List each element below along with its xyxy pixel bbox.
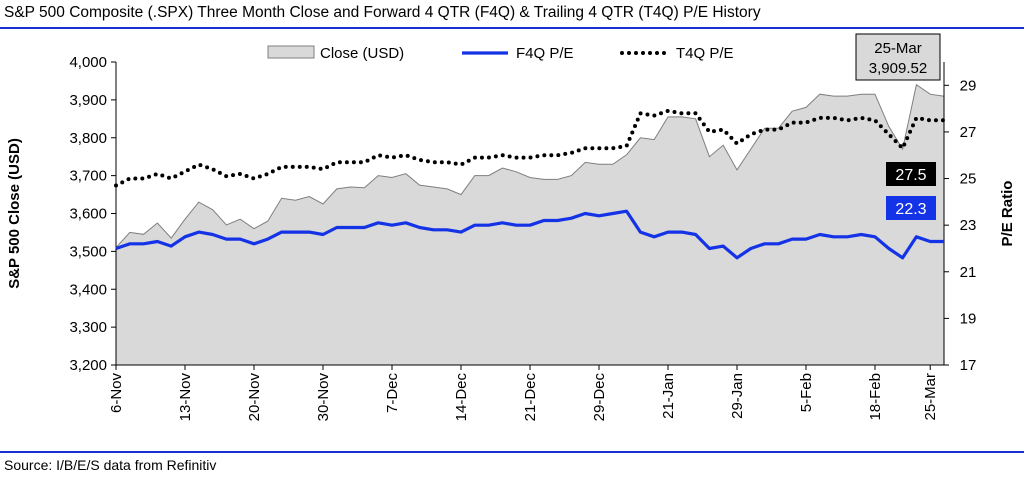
- legend-f4q-label: F4Q P/E: [516, 45, 574, 62]
- t4q-last-badge: [886, 162, 936, 186]
- y-tick-label: 3,300: [69, 319, 107, 336]
- y2-tick-label: 17: [960, 357, 977, 374]
- y2-tick-label: 27: [960, 124, 977, 141]
- f4q-last-label: 22.3: [895, 201, 926, 218]
- y-tick-label: 4,000: [69, 54, 107, 71]
- x-tick-label: 29-Dec: [591, 373, 608, 422]
- y-tick-label: 3,200: [69, 357, 107, 374]
- y2-tick-label: 29: [960, 77, 977, 94]
- y-tick-label: 3,900: [69, 92, 107, 109]
- x-tick-label: 29-Jan: [729, 373, 746, 419]
- close-callout-date: 25-Mar: [874, 40, 922, 57]
- legend-close-swatch: [267, 45, 315, 59]
- legend-close-label: Close (USD): [320, 45, 404, 62]
- x-tick-label: 25-Mar: [922, 373, 939, 421]
- y2-axis-title: P/E Ratio: [999, 181, 1016, 247]
- x-tick-label: 7-Dec: [384, 373, 401, 414]
- x-tick-label: 14-Dec: [453, 373, 470, 422]
- pe-lines-layer: [114, 108, 946, 260]
- x-tick-label: 13-Nov: [177, 373, 194, 422]
- axes-layer: 3,200 3,300 3,400 3,500 3,600 3,700 3,800 3,900…: [6, 54, 1016, 421]
- legend: Close (USD) F4Q P/E T4Q P/E: [267, 45, 734, 62]
- x-tick-label: 18-Feb: [867, 373, 884, 421]
- annotations: 25-Mar 3,909.52 27.5 22.3: [855, 33, 941, 220]
- y-tick-label: 3,600: [69, 206, 107, 223]
- x-tick-label: 21-Dec: [522, 373, 539, 422]
- top-rule: [0, 27, 1024, 29]
- y-tick-label: 3,400: [69, 281, 107, 298]
- y2-tick-label: 19: [960, 310, 977, 327]
- y2-tick-label: 23: [960, 217, 977, 234]
- y-axis-title: S&P 500 Close (USD): [6, 138, 23, 289]
- y2-tick-label: 21: [960, 264, 977, 281]
- x-tick-label: 5-Feb: [798, 373, 815, 412]
- f4q-last-badge: [886, 196, 936, 220]
- x-tick-label: 30-Nov: [315, 373, 332, 422]
- legend-t4q-label: T4Q P/E: [676, 45, 734, 62]
- y-tick-label: 3,800: [69, 130, 107, 147]
- y2-tick-label: 25: [960, 171, 977, 188]
- close-area-outline: [115, 83, 945, 248]
- source-note: Source: I/B/E/S data from Refinitiv: [4, 457, 217, 473]
- t4q-last-label: 27.5: [895, 167, 926, 184]
- t4q-pe-line: [114, 108, 946, 188]
- f4q-pe-line: [115, 209, 944, 260]
- chart-title: S&P 500 Composite (.SPX) Three Month Clo…: [4, 4, 761, 21]
- x-tick-label: 20-Nov: [246, 373, 263, 422]
- close-callout-value: 3,909.52: [869, 60, 927, 77]
- x-tick-label: 6-Nov: [108, 373, 125, 414]
- y-tick-label: 3,500: [69, 243, 107, 260]
- close-callout-box: [855, 33, 941, 81]
- x-tick-label: 21-Jan: [660, 373, 677, 419]
- y-tick-label: 3,700: [69, 168, 107, 185]
- bottom-rule: [0, 451, 1024, 453]
